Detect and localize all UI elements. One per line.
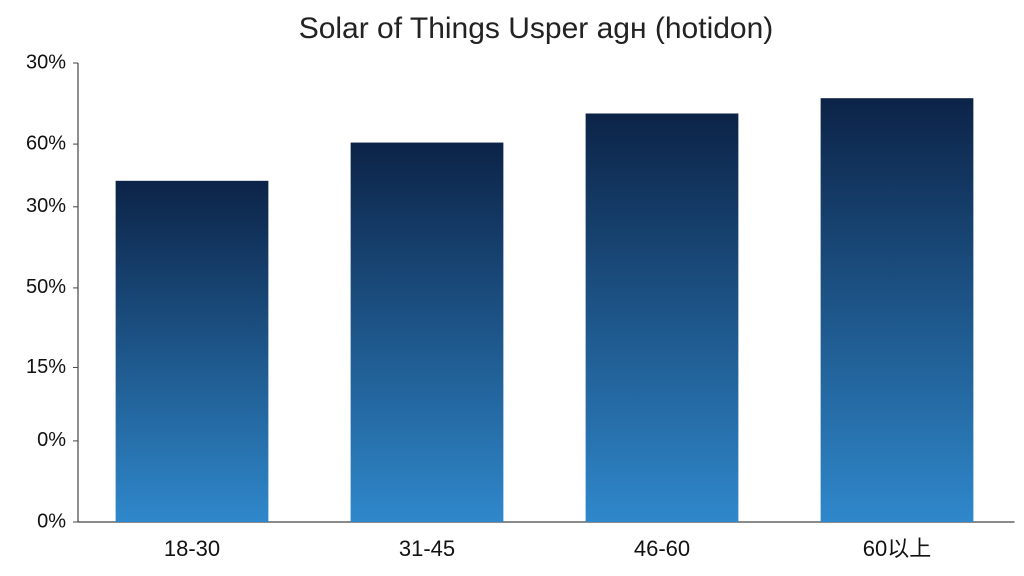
y-tick-label: 30% [26,195,66,217]
bar [820,98,974,522]
y-tick-label: 0% [37,510,66,532]
x-tick-label: 60以上 [863,536,931,561]
x-tick-label: 18-30 [164,536,220,561]
x-tick-label: 31-45 [399,536,455,561]
x-tick-label: 46-60 [634,536,690,561]
y-tick-label: 0% [37,429,66,451]
y-tick-label: 50% [26,276,66,298]
bar [585,113,739,523]
bar [350,142,504,522]
y-tick-label: 60% [26,132,66,154]
chart-title: Solar of Things Usper agн (hotidon) [299,12,774,45]
y-tick-label: 15% [26,356,66,378]
y-tick-label: 30% [26,51,66,73]
bar [115,180,269,522]
